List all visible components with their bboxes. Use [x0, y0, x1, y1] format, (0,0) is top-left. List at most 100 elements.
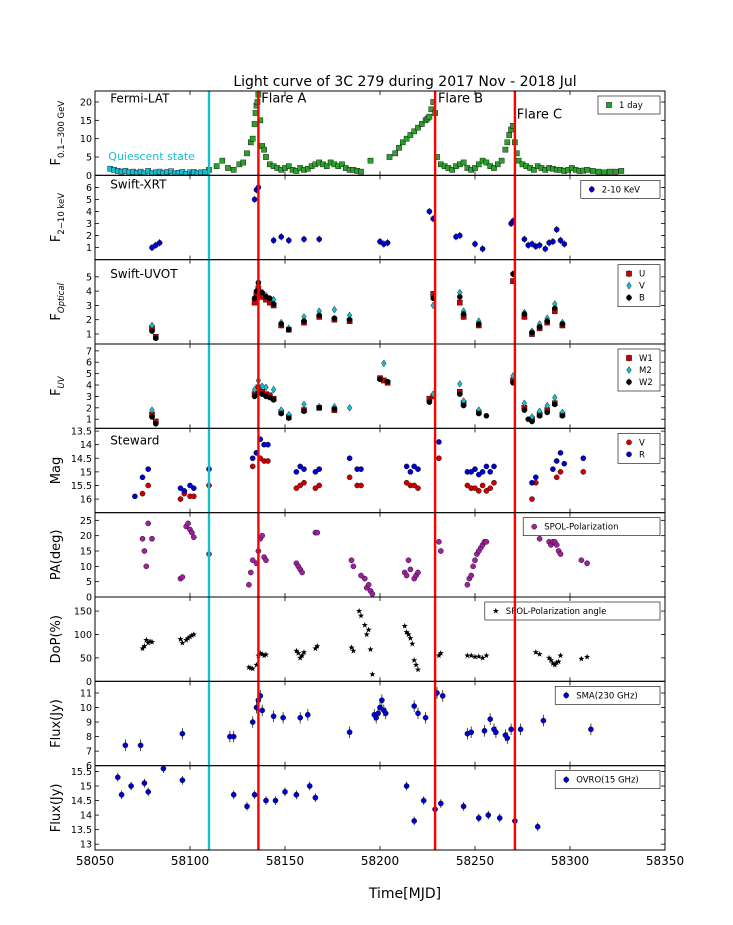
data-point: [348, 557, 355, 564]
data-point: [468, 572, 475, 579]
panel-frames: [94, 90, 666, 851]
legend-marker: [626, 294, 632, 301]
data-point: [403, 463, 410, 470]
data-point: [261, 146, 267, 153]
data-point: [145, 466, 151, 472]
legend-label: SPOL-Polarization angle: [506, 607, 607, 617]
legend-box: [617, 433, 661, 464]
data-point: [407, 132, 414, 138]
data-point: [152, 420, 159, 427]
data-point: [483, 539, 490, 545]
data-point: [190, 493, 197, 500]
data-point: [149, 406, 155, 414]
data-point: [278, 321, 285, 327]
data-point: [405, 557, 412, 564]
legend-label: W2: [639, 378, 653, 388]
y-tick-label: 5: [86, 153, 92, 164]
y-tick-label: 15: [80, 116, 92, 127]
data-point: [297, 463, 304, 470]
data-point: [536, 242, 543, 249]
data-point: [285, 237, 292, 244]
data-point: [437, 548, 444, 554]
data-point: [559, 412, 566, 419]
data-point: [491, 463, 497, 470]
data-point: [464, 581, 471, 588]
data-point: [559, 321, 566, 327]
x-tick-label: 58050: [76, 854, 114, 868]
data-point: [186, 633, 194, 640]
data-point: [457, 380, 463, 388]
data-point: [365, 581, 372, 588]
data-point: [595, 168, 602, 175]
legend-marker: [563, 692, 570, 699]
data-point: [491, 165, 497, 171]
data-point: [299, 569, 305, 576]
data-point: [358, 168, 364, 175]
data-point: [247, 569, 254, 576]
data-point: [188, 632, 195, 639]
y-tick-label: 6: [86, 761, 92, 772]
data-point: [536, 412, 543, 419]
data-point: [553, 458, 560, 464]
data-point: [415, 569, 421, 576]
data-point: [251, 295, 258, 302]
y-axis-label: FOptical: [49, 282, 67, 320]
data-point: [251, 385, 258, 394]
data-point: [379, 697, 385, 704]
data-point: [149, 535, 155, 542]
data-point: [312, 469, 319, 475]
data-point: [381, 359, 387, 368]
data-point: [460, 803, 467, 810]
data-point: [375, 710, 381, 717]
data-point: [540, 717, 547, 724]
data-point: [561, 241, 568, 247]
data-point: [183, 636, 190, 643]
data-point: [304, 711, 311, 718]
panel-frame: [94, 174, 666, 261]
data-point: [557, 237, 564, 244]
data-point: [278, 410, 285, 417]
panel-8: 6 7 8 9 10 11 Flux(Jy) SMA(230 GHz): [49, 681, 666, 772]
data-point: [420, 797, 427, 804]
y-tick-label: 3: [86, 392, 92, 403]
data-point: [468, 469, 475, 475]
data-point: [531, 167, 537, 173]
data-point: [460, 402, 467, 409]
data-point: [557, 652, 564, 659]
legend-marker: [531, 523, 538, 530]
data-point: [544, 401, 550, 410]
y-tick-label: 100: [74, 630, 92, 641]
data-point: [403, 572, 410, 579]
panel-4-points: [149, 359, 566, 427]
data-point: [253, 661, 260, 668]
data-point: [403, 783, 410, 789]
data-point: [316, 312, 323, 319]
data-point: [584, 167, 590, 173]
data-point: [411, 657, 418, 663]
data-point: [357, 612, 365, 619]
legend-label: U: [639, 270, 645, 280]
legend-label: OVRO(15 GHz): [576, 776, 639, 786]
legend-box: [580, 180, 661, 199]
y-tick-label: 14.5: [71, 796, 92, 807]
data-point: [249, 665, 256, 672]
panel-9-points: [115, 765, 541, 832]
legend-box: [484, 601, 661, 621]
data-point: [407, 566, 414, 573]
data-point: [314, 642, 321, 649]
data-point: [487, 716, 494, 722]
data-point: [331, 315, 338, 322]
data-point: [546, 654, 553, 661]
data-point: [266, 295, 273, 302]
data-point: [415, 485, 421, 491]
legend-marker: [563, 776, 570, 783]
data-point: [553, 226, 560, 233]
data-point: [249, 719, 256, 725]
data-point: [529, 418, 535, 425]
data-point: [358, 572, 364, 579]
data-point: [179, 574, 186, 580]
legend-box: [554, 686, 661, 705]
data-point: [299, 652, 306, 659]
data-point: [249, 463, 256, 470]
